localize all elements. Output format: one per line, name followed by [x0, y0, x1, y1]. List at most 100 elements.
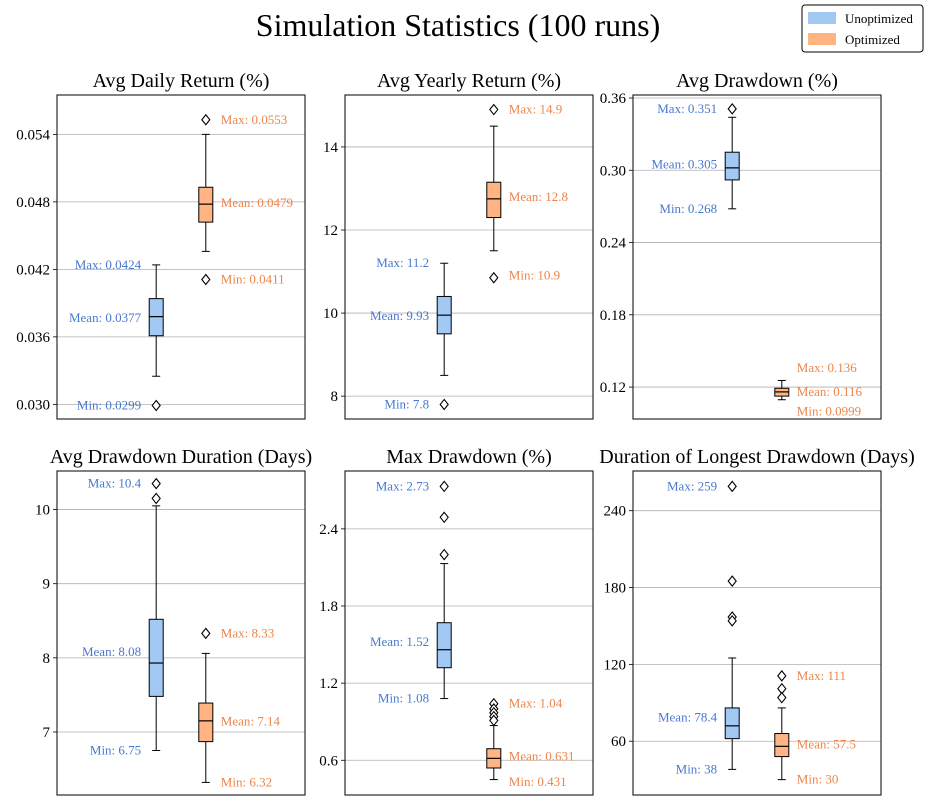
box-unoptimized: Max: 2.73 Mean: 1.52 Min: 1.08	[370, 478, 452, 706]
box-optimized: Max: 0.136 Mean: 0.116 Min: 0.0999	[774, 360, 863, 418]
outlier-point	[439, 548, 449, 561]
y-tick-label: 180	[604, 581, 627, 597]
stat-annotation: Min: 6.75	[90, 743, 141, 758]
stat-annotation: Max: 8.33	[221, 625, 274, 640]
y-tick-label: 2.4	[319, 522, 338, 538]
outlier-point	[727, 480, 737, 493]
panel-title: Avg Drawdown (%)	[676, 70, 838, 92]
y-tick-label: 120	[604, 657, 627, 673]
box-optimized: Max: 14.9 Mean: 12.8 Min: 10.9	[486, 102, 568, 284]
stat-annotation: Min: 7.8	[384, 396, 429, 411]
panel-5: 0.6 1.2 1.8 2.4 Max Drawdown (%) Max: 2.73 Mea…	[319, 446, 594, 796]
legend-swatch-optimized	[808, 33, 836, 45]
box-body	[486, 181, 502, 219]
y-tick-label: 0.30	[600, 163, 626, 179]
y-tick-label: 9	[43, 577, 51, 593]
stat-annotation: Min: 0.268	[659, 201, 717, 216]
stat-annotation: Max: 2.73	[376, 478, 429, 493]
y-tick-label: 0.18	[600, 308, 626, 324]
box-optimized: Max: 1.04 Mean: 0.631 Min: 0.431	[486, 696, 575, 789]
y-tick-label: 240	[604, 504, 627, 520]
stat-annotation: Max: 1.04	[509, 696, 563, 711]
stat-annotation: Mean: 0.0377	[69, 310, 142, 325]
panel-3: 0.12 0.18 0.24 0.30 0.36 Avg Drawdown (%) Max:…	[600, 70, 882, 420]
stat-annotation: Max: 14.9	[509, 102, 562, 117]
axes-frame	[632, 94, 882, 420]
y-tick-label: 0.36	[600, 91, 627, 107]
outlier-point	[151, 477, 161, 490]
panel-4: 7 8 9 10 Avg Drawdown Duration (Days) Max: 10…	[35, 446, 312, 796]
stat-annotation: Max: 0.351	[657, 101, 717, 116]
figure-title: Simulation Statistics (100 runs)	[256, 7, 660, 43]
panel-title: Max Drawdown (%)	[386, 446, 552, 468]
outlier-point	[489, 103, 499, 116]
stat-annotation: Min: 0.0299	[77, 398, 141, 413]
panel-1: 0.030 0.036 0.042 0.048 0.054 Avg Daily Retur…	[16, 70, 306, 420]
stat-annotation: Min: 30	[797, 772, 839, 787]
outlier-point	[489, 271, 499, 284]
y-tick-label: 0.12	[600, 380, 626, 396]
outlier-point	[777, 691, 787, 704]
stat-annotation: Mean: 1.52	[370, 634, 429, 649]
stat-annotation: Min: 1.08	[378, 691, 429, 706]
stat-annotation: Max: 111	[797, 668, 846, 683]
y-tick-label: 0.24	[600, 236, 627, 252]
legend-label-optimized: Optimized	[845, 32, 900, 47]
outlier-point	[727, 102, 737, 115]
box-optimized: Max: 8.33 Mean: 7.14 Min: 6.32	[198, 625, 281, 789]
panel-title: Avg Daily Return (%)	[93, 70, 270, 92]
stat-annotation: Min: 0.431	[509, 774, 567, 789]
y-tick-label: 0.030	[16, 397, 50, 413]
y-tick-label: 1.2	[319, 676, 338, 692]
stat-annotation: Mean: 0.631	[509, 748, 575, 763]
stat-annotation: Min: 6.32	[221, 774, 272, 789]
y-tick-label: 1.8	[319, 599, 338, 615]
box-unoptimized: Max: 10.4 Mean: 8.08 Min: 6.75	[82, 476, 164, 758]
panel-title: Avg Drawdown Duration (Days)	[50, 446, 312, 468]
box-body	[436, 622, 452, 669]
outlier-point	[201, 113, 211, 126]
axes-frame	[344, 470, 594, 796]
box-optimized: Max: 111 Mean: 57.5 Min: 30	[774, 668, 856, 787]
outlier-point	[489, 714, 499, 727]
legend-label-unoptimized: Unoptimized	[845, 11, 913, 26]
outlier-point	[727, 614, 737, 627]
stat-annotation: Min: 0.0411	[221, 272, 285, 287]
outlier-point	[439, 480, 449, 493]
y-tick-label: 0.042	[16, 262, 50, 278]
y-tick-label: 10	[35, 503, 50, 519]
panel-2: 8 10 12 14 Avg Yearly Return (%) Max: 11.2 Mea…	[323, 70, 594, 420]
stat-annotation: Mean: 78.4	[658, 710, 718, 725]
outlier-point	[151, 399, 161, 412]
stat-annotation: Min: 10.9	[509, 268, 560, 283]
axes-frame	[344, 94, 594, 420]
y-tick-label: 0.6	[319, 753, 338, 769]
stat-annotation: Mean: 8.08	[82, 644, 141, 659]
box-body	[724, 707, 740, 740]
outlier-point	[777, 670, 787, 682]
stat-annotation: Mean: 0.0479	[221, 195, 293, 210]
y-tick-label: 60	[611, 734, 626, 750]
y-tick-label: 0.036	[16, 330, 50, 346]
outlier-point	[439, 511, 449, 524]
box-body	[724, 151, 740, 181]
outlier-point	[151, 492, 161, 505]
stat-annotation: Mean: 9.93	[370, 308, 429, 323]
box-unoptimized: Max: 259 Mean: 78.4 Min: 38	[658, 478, 740, 776]
box-optimized: Max: 0.0553 Mean: 0.0479 Min: 0.0411	[198, 112, 293, 287]
box-unoptimized: Max: 0.0424 Mean: 0.0377 Min: 0.0299	[69, 257, 164, 413]
y-tick-label: 0.054	[16, 127, 50, 143]
stat-annotation: Max: 0.0424	[75, 257, 142, 272]
legend-swatch-unoptimized	[808, 12, 836, 24]
stat-annotation: Min: 0.0999	[797, 403, 861, 418]
stat-annotation: Max: 0.0553	[221, 112, 287, 127]
stat-annotation: Max: 259	[667, 478, 717, 493]
axes-frame	[56, 470, 306, 796]
box-unoptimized: Max: 0.351 Mean: 0.305 Min: 0.268	[651, 101, 740, 216]
axes-frame	[56, 94, 306, 420]
box-body	[148, 618, 164, 697]
stat-annotation: Mean: 12.8	[509, 189, 568, 204]
y-tick-label: 12	[323, 223, 338, 239]
y-tick-label: 8	[331, 389, 339, 405]
